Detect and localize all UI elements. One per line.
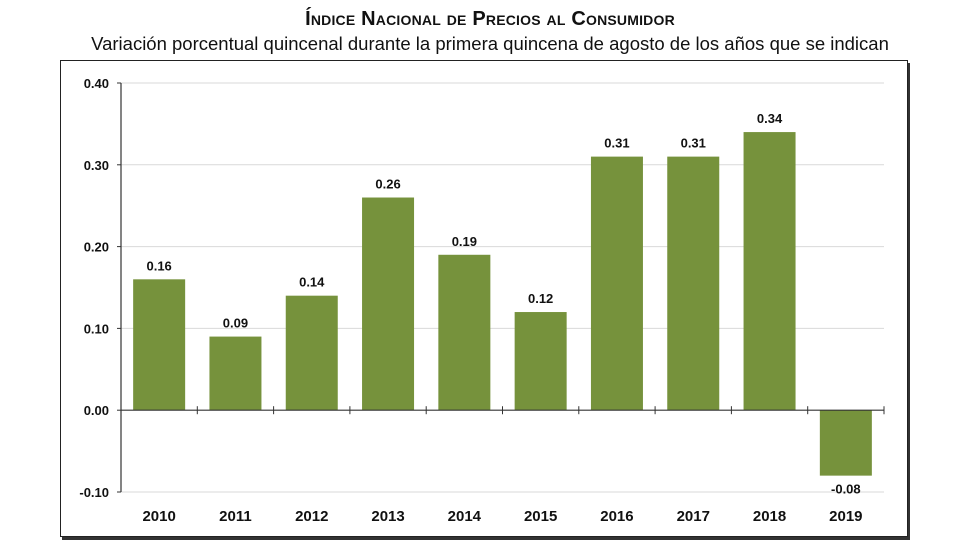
data-label: 0.19	[452, 234, 477, 249]
bar-2011	[209, 336, 262, 411]
data-label: 0.09	[223, 316, 248, 331]
x-tick-label: 2018	[753, 508, 786, 525]
bar-2013	[362, 197, 415, 411]
x-tick-label: 2013	[371, 508, 404, 525]
data-label: 0.31	[681, 136, 706, 151]
data-label: -0.08	[831, 482, 861, 497]
y-tick-label: -0.10	[79, 485, 109, 500]
x-tick-label: 2012	[295, 508, 328, 525]
x-tick-label: 2014	[448, 508, 482, 525]
x-tick-label: 2010	[142, 508, 175, 525]
data-label: 0.14	[299, 275, 325, 290]
data-label: 0.31	[604, 136, 629, 151]
bar-2010	[133, 279, 186, 411]
chart-title: Índice Nacional de Precios al Consumidor	[305, 8, 675, 30]
x-tick-label: 2016	[600, 508, 633, 525]
y-tick-label: 0.00	[84, 403, 109, 418]
y-tick-label: 0.30	[84, 158, 109, 173]
bar-2015	[514, 312, 567, 411]
x-tick-label: 2015	[524, 508, 557, 525]
data-label: 0.16	[146, 258, 171, 273]
bar-2012	[285, 295, 338, 411]
bar-2018	[743, 132, 796, 411]
chart-subtitle: Variación porcentual quincenal durante l…	[91, 33, 889, 54]
y-tick-label: 0.20	[84, 240, 109, 255]
bar-2014	[438, 254, 491, 411]
data-label: 0.12	[528, 291, 553, 306]
bar-2016	[590, 156, 643, 411]
bar-2017	[667, 156, 720, 411]
bar-2019	[819, 410, 872, 476]
x-tick-label: 2019	[829, 508, 862, 525]
x-tick-label: 2017	[677, 508, 710, 525]
data-label: 0.34	[757, 111, 783, 126]
data-label: 0.26	[375, 177, 400, 192]
y-tick-label: 0.40	[84, 76, 109, 91]
x-tick-label: 2011	[219, 508, 252, 525]
y-tick-label: 0.10	[84, 321, 109, 336]
